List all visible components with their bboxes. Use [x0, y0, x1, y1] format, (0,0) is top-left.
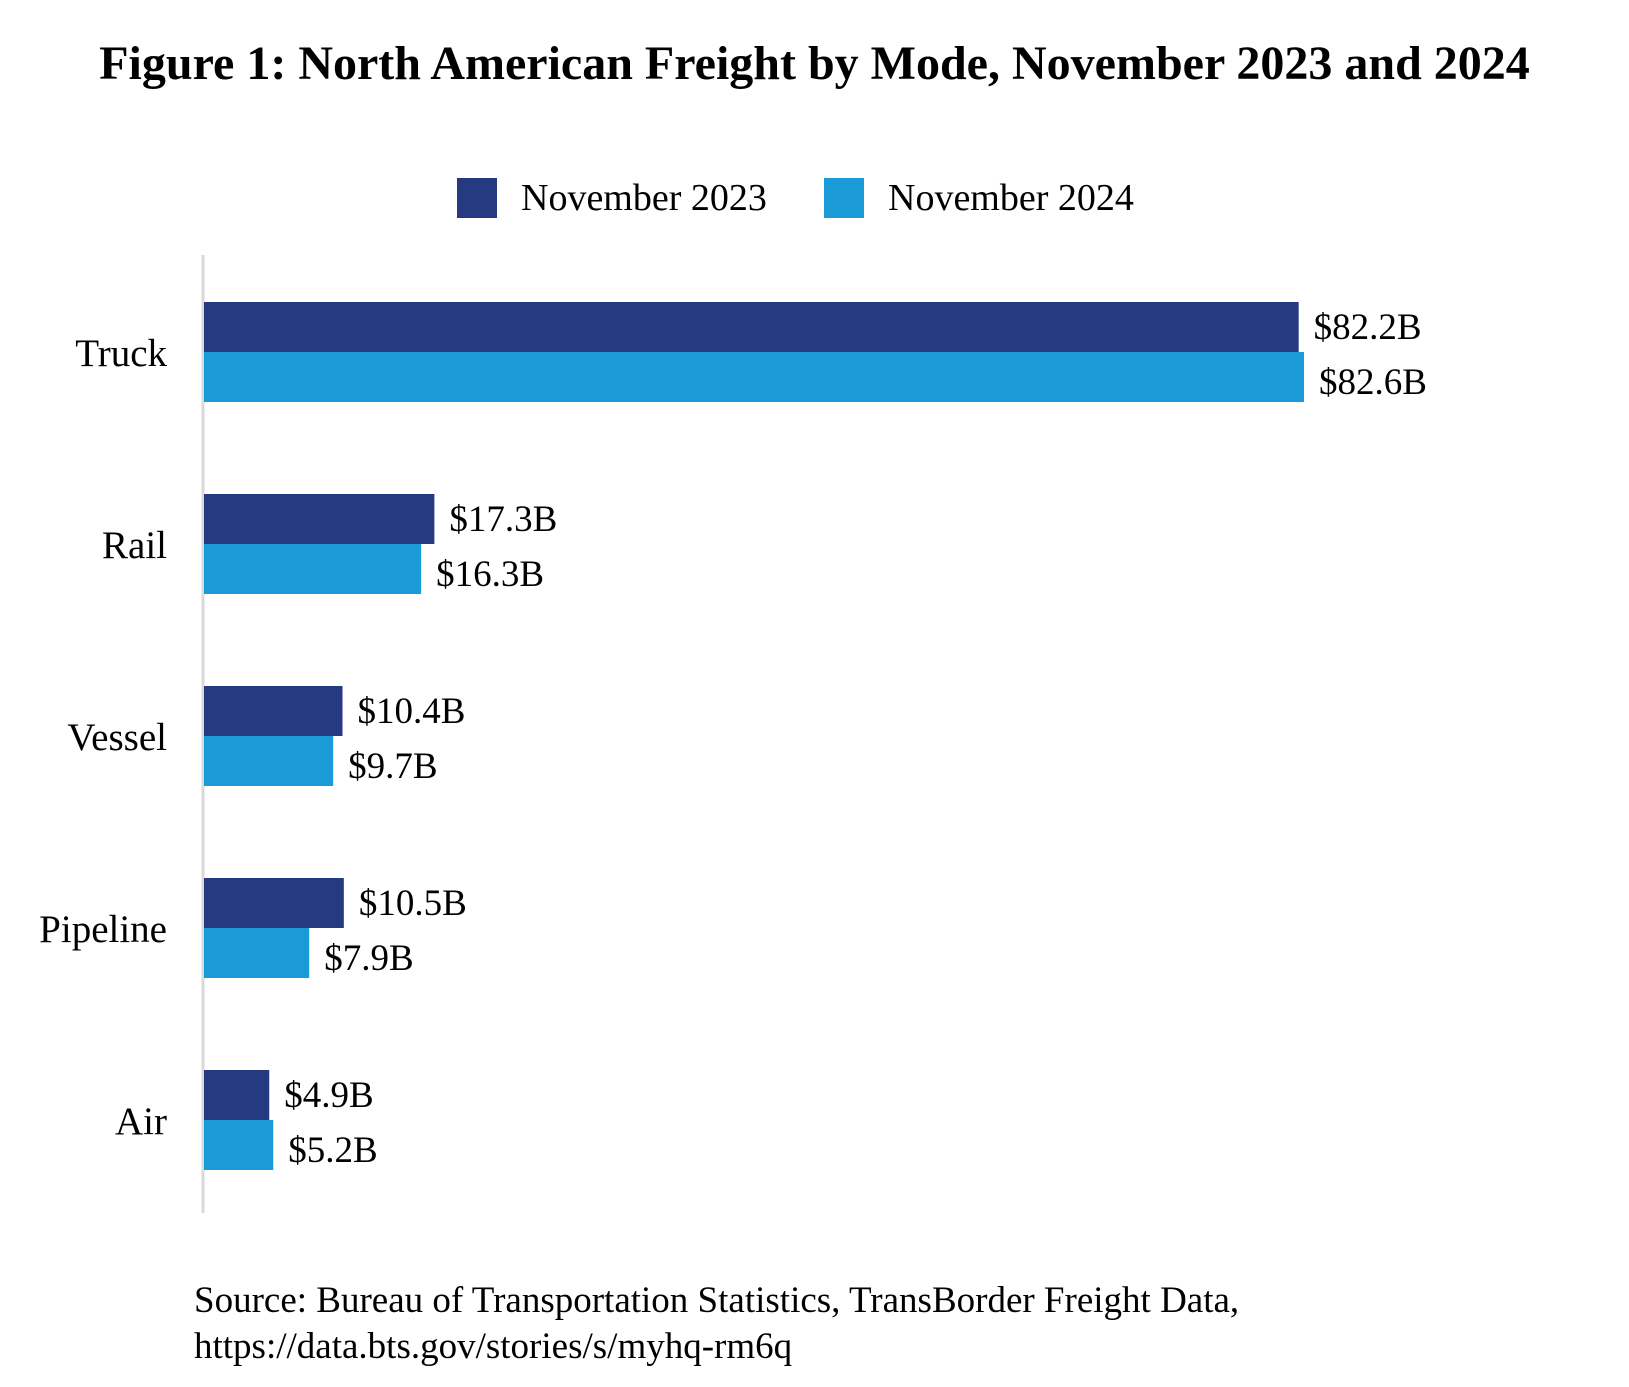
value-label-rail-november-2023: $17.3B	[449, 499, 557, 540]
bar-rail-november-2024	[204, 544, 422, 594]
legend-swatch-november-2023	[457, 178, 497, 218]
chart-legend: November 2023 November 2024	[457, 177, 1134, 219]
source-line-1: Source: Bureau of Transportation Statist…	[194, 1280, 1240, 1321]
bar-air-november-2024	[204, 1120, 274, 1170]
chart-title: Figure 1: North American Freight by Mode…	[99, 37, 1530, 90]
category-label-rail: Rail	[102, 524, 167, 567]
bar-vessel-november-2023	[204, 686, 343, 736]
bar-pipeline-november-2024	[204, 928, 310, 978]
bar-truck-november-2023	[204, 302, 1299, 352]
value-label-pipeline-november-2024: $7.9B	[324, 938, 413, 979]
category-label-air: Air	[115, 1100, 167, 1143]
category-label-truck: Truck	[75, 332, 167, 375]
bar-air-november-2023	[204, 1070, 270, 1120]
legend-label-november-2024: November 2024	[888, 177, 1134, 219]
value-label-rail-november-2024: $16.3B	[436, 554, 544, 595]
bar-truck-november-2024	[204, 352, 1304, 402]
value-label-truck-november-2024: $82.6B	[1319, 362, 1427, 403]
category-label-vessel: Vessel	[67, 716, 167, 759]
category-label-pipeline: Pipeline	[39, 908, 167, 951]
bar-pipeline-november-2023	[204, 878, 344, 928]
bar-vessel-november-2024	[204, 736, 334, 786]
value-label-truck-november-2023: $82.2B	[1314, 307, 1422, 348]
value-labels: $82.2B $82.6B $17.3B $16.3B $10.4B $9.7B $10.5…	[284, 307, 1427, 1171]
value-label-air-november-2023: $4.9B	[284, 1075, 373, 1116]
value-label-pipeline-november-2023: $10.5B	[359, 883, 467, 924]
source-note: Source: Bureau of Transportation Statist…	[194, 1278, 1239, 1370]
bar-rail-november-2023	[204, 494, 435, 544]
value-label-air-november-2024: $5.2B	[288, 1130, 377, 1171]
value-label-vessel-november-2023: $10.4B	[357, 691, 465, 732]
legend-label-november-2023: November 2023	[521, 177, 767, 219]
legend-swatch-november-2024	[824, 178, 864, 218]
source-line-2: https://data.bts.gov/stories/s/myhq-rm6q	[194, 1326, 793, 1367]
bars	[204, 302, 1304, 1170]
value-label-vessel-november-2024: $9.7B	[348, 746, 437, 787]
category-labels: Truck Rail Vessel Pipeline Air	[39, 332, 167, 1143]
